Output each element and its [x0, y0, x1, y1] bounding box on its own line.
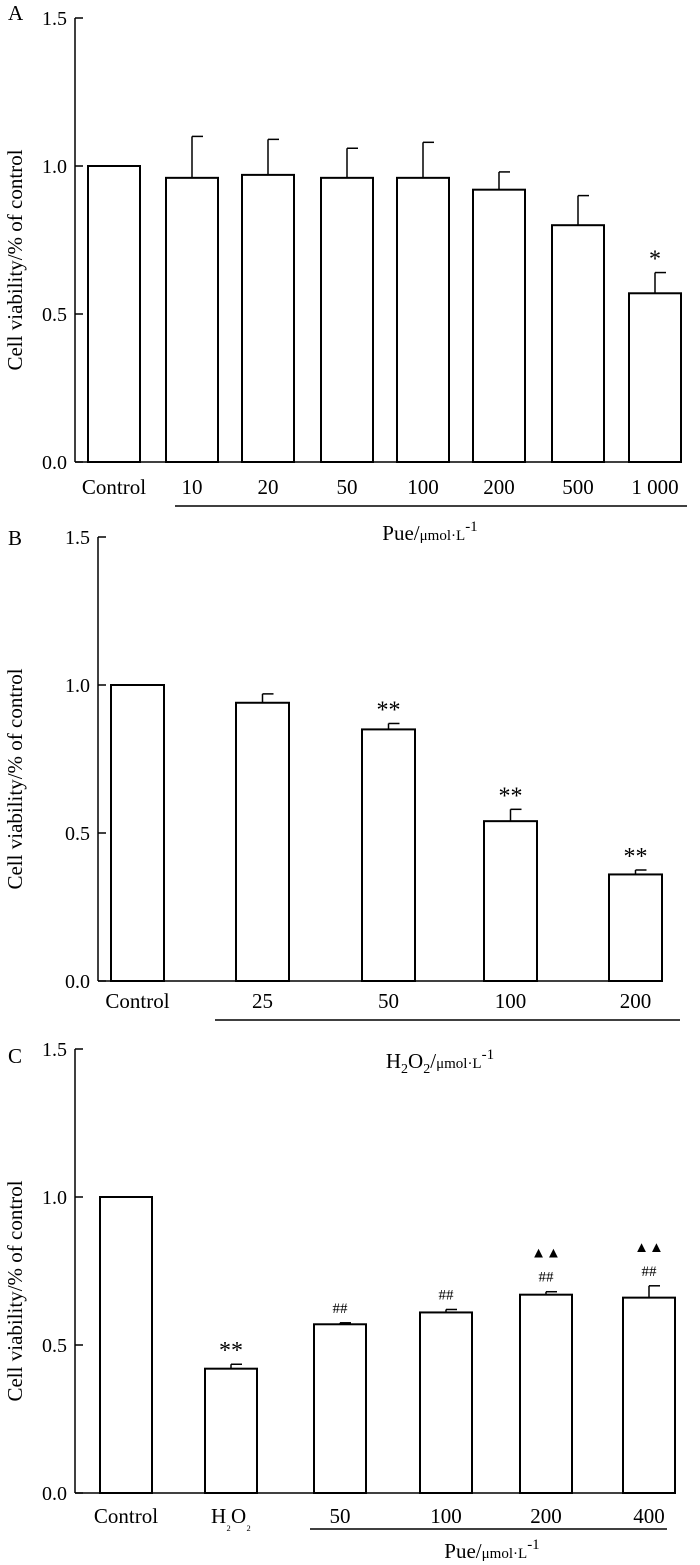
panel-c-group-label: Pue/μmol·L-1: [444, 1537, 539, 1563]
panel-b-category-label: 25: [252, 989, 273, 1013]
panel-b-bar: [361, 728, 416, 983]
panel-c-bar: [622, 1296, 676, 1495]
panel-a-category-label: 1 000: [631, 475, 678, 499]
group-label-part: /: [430, 1049, 436, 1073]
panel-a-group-label: Pue/μmol·L-1: [382, 519, 477, 545]
superscript: -1: [527, 1537, 540, 1553]
panel-a-category-label: 200: [483, 475, 515, 499]
panel-b-letter: B: [8, 526, 22, 550]
subscript: ₂: [226, 1517, 231, 1532]
panel-a-bar: [396, 176, 450, 463]
group-label-part: Pue/: [444, 1539, 482, 1563]
panel-b: B 0.0 0.5 1.0 1.5 Cell viability/% of control…: [3, 526, 680, 1077]
panel-b-category-label: 200: [620, 989, 652, 1013]
panel-b-bar: [483, 820, 538, 982]
panel-b-significance-mark: **: [624, 844, 648, 870]
panel-c-bar: [519, 1293, 573, 1495]
h2o2-o: O: [231, 1504, 246, 1528]
panel-c-significance-mark: **: [219, 1338, 243, 1364]
panel-c: C 0.0 0.5 1.0 1.5 Cell viability/% of control…: [3, 1039, 676, 1563]
group-label-part: H: [386, 1049, 401, 1073]
panel-a-significance-mark: *: [649, 247, 661, 273]
panel-b-category-label: Control: [105, 989, 169, 1013]
panel-b-group-label: H2O2/μmol·L-1: [386, 1047, 494, 1077]
panel-c-bar: [419, 1311, 473, 1494]
panel-a-y-tick-label: 1.0: [42, 156, 67, 178]
panel-a-category-label: 100: [407, 475, 439, 499]
group-label-unit: μmol·L: [482, 1546, 528, 1562]
panel-a-y-tick-label: 1.5: [42, 8, 67, 30]
panel-c-bar: [204, 1367, 258, 1495]
panel-a-bar: [320, 176, 374, 463]
superscript: -1: [482, 1047, 495, 1063]
group-label-part: Pue/: [382, 521, 420, 545]
panel-b-category-label: 50: [378, 989, 399, 1013]
panel-c-bar: [313, 1323, 367, 1495]
panel-c-y-tick-label: 0.0: [42, 1483, 67, 1505]
panel-b-y-axis-title: Cell viability/% of control: [3, 668, 27, 889]
panel-a-bar: [165, 176, 219, 463]
panel-a-letter: A: [8, 1, 24, 25]
panel-c-y-tick-label: 1.0: [42, 1187, 67, 1209]
panel-c-y-tick-label: 0.5: [42, 1335, 67, 1357]
panel-a-bar: [551, 224, 605, 463]
panel-c-significance-mark: ##: [539, 1270, 555, 1286]
subscript: ₂: [246, 1517, 251, 1532]
group-label-unit: μmol·L: [420, 528, 466, 544]
panel-a-category-label: Control: [82, 475, 146, 499]
panel-b-y-tick-label: 0.0: [65, 971, 90, 993]
panel-c-significance-mark: ##: [333, 1301, 349, 1317]
panel-b-bar: [608, 873, 663, 982]
panel-a-bar: [241, 173, 295, 463]
group-label-part: O: [408, 1049, 423, 1073]
panel-c-category-label: Control: [94, 1504, 158, 1528]
panel-a-bar: [472, 188, 526, 463]
superscript: -1: [465, 519, 478, 535]
panel-b-y-tick-label: 0.5: [65, 823, 90, 845]
panel-c-bar: [99, 1196, 153, 1494]
panel-a-category-label: 500: [562, 475, 594, 499]
panel-a-bar: [87, 165, 141, 463]
panel-c-significance-mark-2: ▲▲: [634, 1240, 664, 1256]
panel-a-category-label: 20: [258, 475, 279, 499]
panel-c-category-label: 50: [330, 1504, 351, 1528]
panel-b-y-tick-label: 1.5: [65, 527, 90, 549]
panel-a-category-label: 50: [337, 475, 358, 499]
panel-a-y-tick-label: 0.0: [42, 452, 67, 474]
panel-b-bar: [110, 684, 165, 982]
panel-a-y-tick-label: 0.5: [42, 304, 67, 326]
panel-c-letter: C: [8, 1044, 22, 1068]
panel-c-y-tick-label: 1.5: [42, 1039, 67, 1061]
panel-b-y-tick-label: 1.0: [65, 675, 90, 697]
subscript: 2: [423, 1062, 430, 1077]
subscript: 2: [401, 1062, 408, 1077]
panel-c-significance-mark-2: ▲▲: [531, 1246, 561, 1262]
panel-b-category-label: 100: [495, 989, 527, 1013]
panel-b-significance-mark: **: [499, 783, 523, 809]
panel-c-category-label: 100: [430, 1504, 462, 1528]
panel-b-bar: [235, 701, 290, 982]
panel-c-category-label: H₂O₂: [211, 1504, 251, 1532]
group-label-unit: μmol·L: [436, 1056, 482, 1072]
panel-c-category-label: 400: [633, 1504, 665, 1528]
panel-a-bar: [628, 292, 682, 463]
panel-b-significance-mark: **: [377, 697, 401, 723]
panel-c-category-label: 200: [530, 1504, 562, 1528]
panel-c-significance-mark: ##: [642, 1264, 658, 1280]
panel-c-significance-mark: ##: [439, 1287, 455, 1303]
panel-a-category-label: 10: [182, 475, 203, 499]
panel-a-y-axis-title: Cell viability/% of control: [3, 149, 27, 370]
panel-c-y-axis-title: Cell viability/% of control: [3, 1180, 27, 1401]
panel-a: A 0.0 0.5 1.0 1.5 Cell viability/% of control…: [3, 1, 687, 545]
